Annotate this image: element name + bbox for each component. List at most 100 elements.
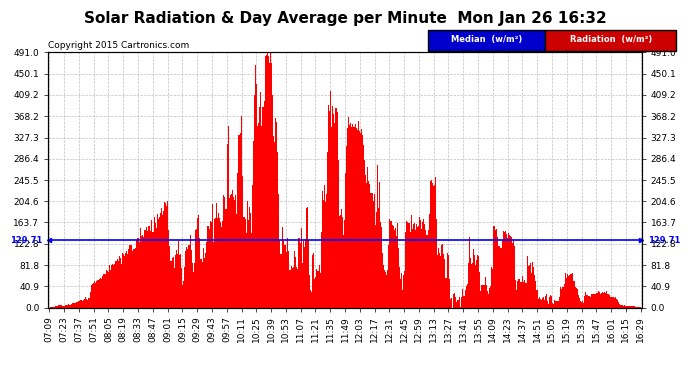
Bar: [377, 165, 378, 308]
Bar: [305, 238, 306, 308]
Bar: [264, 56, 266, 308]
Bar: [532, 262, 533, 308]
Bar: [254, 94, 255, 308]
Bar: [71, 303, 72, 307]
Bar: [158, 219, 159, 308]
Bar: [357, 121, 359, 308]
Bar: [279, 240, 280, 308]
Bar: [403, 274, 404, 308]
Bar: [523, 282, 524, 308]
Bar: [288, 251, 289, 308]
Bar: [428, 214, 430, 308]
Bar: [177, 254, 178, 308]
Bar: [379, 182, 380, 308]
Bar: [364, 160, 365, 308]
Bar: [548, 304, 549, 307]
Bar: [56, 306, 57, 308]
Bar: [480, 291, 482, 308]
Bar: [259, 107, 260, 307]
Bar: [454, 293, 455, 308]
Bar: [52, 307, 53, 308]
Bar: [170, 261, 172, 308]
Bar: [206, 242, 208, 308]
Bar: [162, 215, 163, 308]
Bar: [73, 303, 75, 307]
Bar: [92, 284, 93, 308]
Bar: [125, 253, 126, 308]
Bar: [444, 260, 446, 308]
Bar: [299, 243, 301, 308]
Bar: [156, 228, 157, 308]
Bar: [89, 298, 90, 307]
Bar: [468, 263, 469, 308]
Bar: [103, 274, 104, 308]
Bar: [529, 265, 530, 308]
Bar: [412, 229, 413, 308]
Bar: [197, 218, 198, 308]
Bar: [476, 260, 477, 308]
Bar: [383, 265, 384, 308]
Bar: [131, 245, 132, 308]
Bar: [516, 290, 518, 308]
Bar: [289, 270, 290, 308]
Bar: [258, 123, 259, 308]
Bar: [85, 297, 86, 307]
Bar: [121, 264, 122, 308]
Bar: [344, 220, 345, 308]
Bar: [255, 64, 256, 308]
Bar: [551, 296, 552, 307]
Bar: [365, 176, 366, 308]
Bar: [240, 133, 241, 308]
Bar: [600, 294, 601, 308]
Bar: [242, 176, 244, 308]
Bar: [193, 272, 194, 308]
Bar: [423, 219, 424, 308]
Bar: [559, 297, 560, 307]
Bar: [291, 267, 292, 308]
Bar: [244, 219, 246, 308]
Bar: [88, 298, 89, 307]
Bar: [310, 290, 311, 308]
Bar: [297, 269, 299, 308]
Bar: [368, 181, 369, 308]
Bar: [534, 275, 535, 308]
Text: Radiation  (w/m²): Radiation (w/m²): [569, 35, 652, 44]
Bar: [587, 295, 589, 307]
Bar: [469, 237, 470, 308]
Bar: [618, 302, 619, 307]
Bar: [168, 230, 170, 308]
Bar: [509, 235, 510, 308]
Bar: [194, 262, 195, 308]
Bar: [413, 224, 414, 308]
Bar: [549, 297, 550, 307]
Bar: [112, 264, 113, 308]
Bar: [448, 279, 450, 308]
Bar: [303, 241, 304, 308]
Bar: [174, 268, 175, 308]
Bar: [471, 264, 472, 308]
Bar: [327, 152, 328, 308]
Bar: [183, 280, 184, 308]
Bar: [144, 230, 145, 308]
Bar: [564, 284, 565, 308]
Bar: [488, 294, 489, 307]
Bar: [421, 229, 422, 308]
Bar: [124, 256, 125, 307]
Bar: [369, 184, 371, 308]
Bar: [268, 56, 269, 308]
Bar: [531, 273, 532, 308]
Bar: [353, 127, 355, 308]
Bar: [181, 268, 182, 308]
Bar: [563, 287, 564, 308]
Bar: [115, 261, 117, 308]
Bar: [166, 206, 167, 308]
Bar: [218, 213, 219, 308]
Bar: [435, 177, 436, 308]
Bar: [535, 280, 536, 308]
Bar: [146, 227, 147, 308]
Bar: [545, 296, 546, 307]
Bar: [359, 133, 361, 308]
Bar: [584, 296, 585, 307]
Bar: [482, 285, 484, 308]
Bar: [627, 306, 629, 308]
